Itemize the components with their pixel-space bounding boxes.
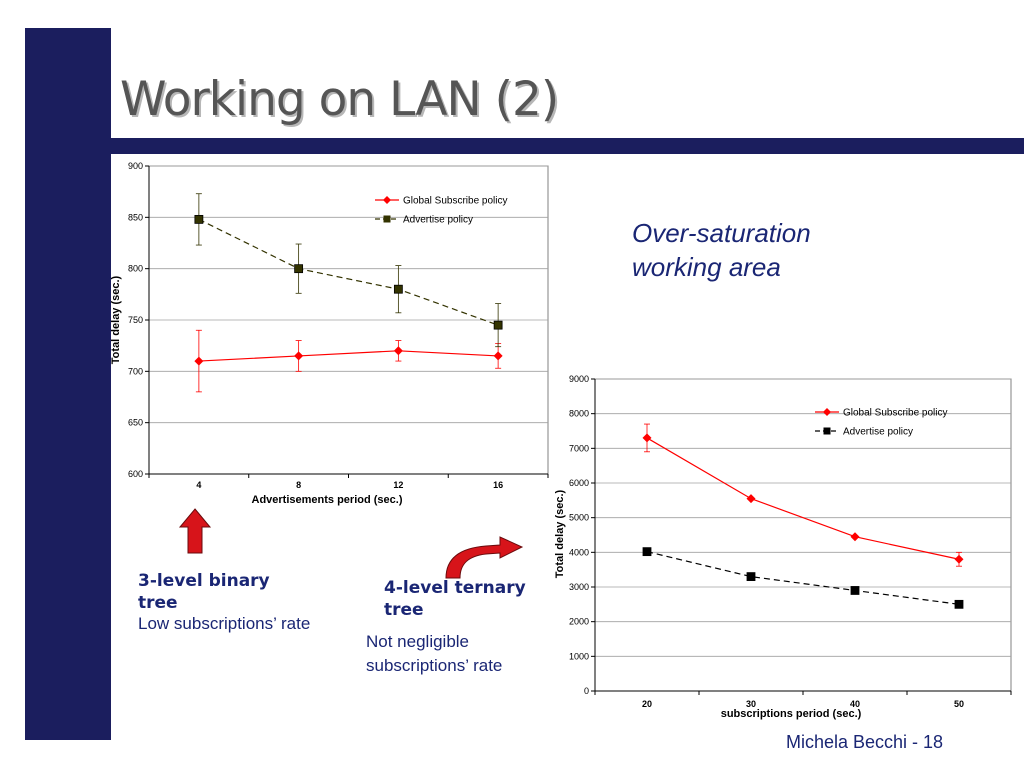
x-tick-label: 4 — [196, 480, 201, 490]
data-point-square — [954, 599, 964, 609]
slide-title: Working on LAN (2) — [120, 72, 559, 127]
up-arrow-icon — [178, 508, 212, 554]
data-point-square — [393, 284, 403, 294]
data-point-diamond — [954, 554, 964, 564]
x-tick-label: 16 — [493, 480, 503, 490]
y-tick-label: 7000 — [569, 443, 589, 453]
data-point-diamond — [294, 351, 304, 361]
series-line — [646, 551, 960, 605]
data-point-square — [642, 547, 652, 557]
y-tick-label: 8000 — [569, 409, 589, 419]
ternary-tree-rate: Not negligible subscriptions’ rate — [366, 632, 503, 675]
y-tick-label: 700 — [128, 366, 143, 376]
chart-advertisements-period: 600 650 700 750 800 850 900 4 8 12 16 Advertisement… — [110, 161, 549, 506]
data-point-square — [194, 214, 204, 224]
x-axis-label: Advertisements period (sec.) — [252, 494, 403, 506]
data-point-square — [850, 586, 860, 595]
series-line — [646, 437, 960, 560]
y-tick-label: 6000 — [569, 478, 589, 488]
y-tick-label: 750 — [128, 315, 143, 325]
x-tick-label: 12 — [393, 480, 403, 490]
legend-label: Global Subscribe policy — [843, 408, 948, 419]
x-tick-label: 8 — [296, 480, 301, 490]
y-tick-label: 4000 — [569, 547, 589, 557]
y-tick-label: 800 — [128, 264, 143, 274]
binary-tree-label: 3-level binary tree — [138, 571, 270, 613]
data-point-diamond — [493, 351, 503, 361]
plot-area — [594, 378, 1012, 692]
data-point-square — [493, 320, 503, 330]
y-tick-label: 5000 — [569, 513, 589, 523]
y-axis-label: Total delay (sec.) — [110, 275, 122, 364]
data-point-diamond — [746, 494, 756, 504]
legend-marker — [383, 196, 391, 204]
data-point-diamond — [393, 346, 403, 356]
x-axis-label: subscriptions period (sec.) — [721, 708, 862, 720]
y-tick-label: 9000 — [569, 374, 589, 384]
y-tick-label: 900 — [128, 161, 143, 171]
curved-arrow-icon — [445, 536, 524, 579]
oversaturation-annotation: Over-saturation working area — [632, 216, 862, 284]
data-point-square — [746, 572, 756, 582]
binary-tree-rate: Low subscriptions’ rate — [138, 614, 311, 633]
ternary-tree-label: 4-level ternary tree — [384, 578, 526, 620]
y-tick-label: 2000 — [569, 617, 589, 627]
series-line — [198, 350, 499, 362]
y-tick-label: 0 — [584, 686, 589, 696]
title-underline-bar — [25, 138, 1024, 154]
data-point-diamond — [194, 356, 204, 366]
legend-label: Global Subscribe policy — [403, 196, 508, 207]
data-point-diamond — [642, 433, 652, 443]
x-tick-label: 50 — [954, 699, 964, 709]
legend-label: Advertise policy — [403, 215, 473, 226]
y-tick-label: 3000 — [569, 582, 589, 592]
sidebar-bar — [25, 28, 111, 740]
y-tick-label: 850 — [128, 212, 143, 222]
y-tick-label: 1000 — [569, 651, 589, 661]
legend-label: Advertise policy — [843, 427, 913, 438]
y-tick-label: 650 — [128, 418, 143, 428]
series-line — [198, 218, 499, 326]
x-tick-label: 20 — [642, 699, 652, 709]
y-axis-label: Total delay (sec.) — [554, 489, 566, 578]
x-tick-label: 30 — [746, 699, 756, 709]
slide-footer: Michela Becchi - 18 — [786, 732, 944, 752]
x-tick-label: 40 — [850, 699, 860, 709]
legend-marker — [383, 215, 391, 223]
oversaturation-line-2: working area — [632, 252, 781, 282]
data-point-square — [294, 264, 304, 274]
y-tick-label: 600 — [128, 469, 143, 479]
chart-subscriptions-period: 0 1000 2000 3000 4000 5000 6000 7000 8000 9000 20 3… — [554, 374, 1012, 720]
legend-marker — [823, 427, 831, 435]
legend-marker — [823, 408, 831, 416]
oversaturation-line-1: Over-saturation — [632, 218, 811, 248]
data-point-diamond — [850, 532, 860, 542]
